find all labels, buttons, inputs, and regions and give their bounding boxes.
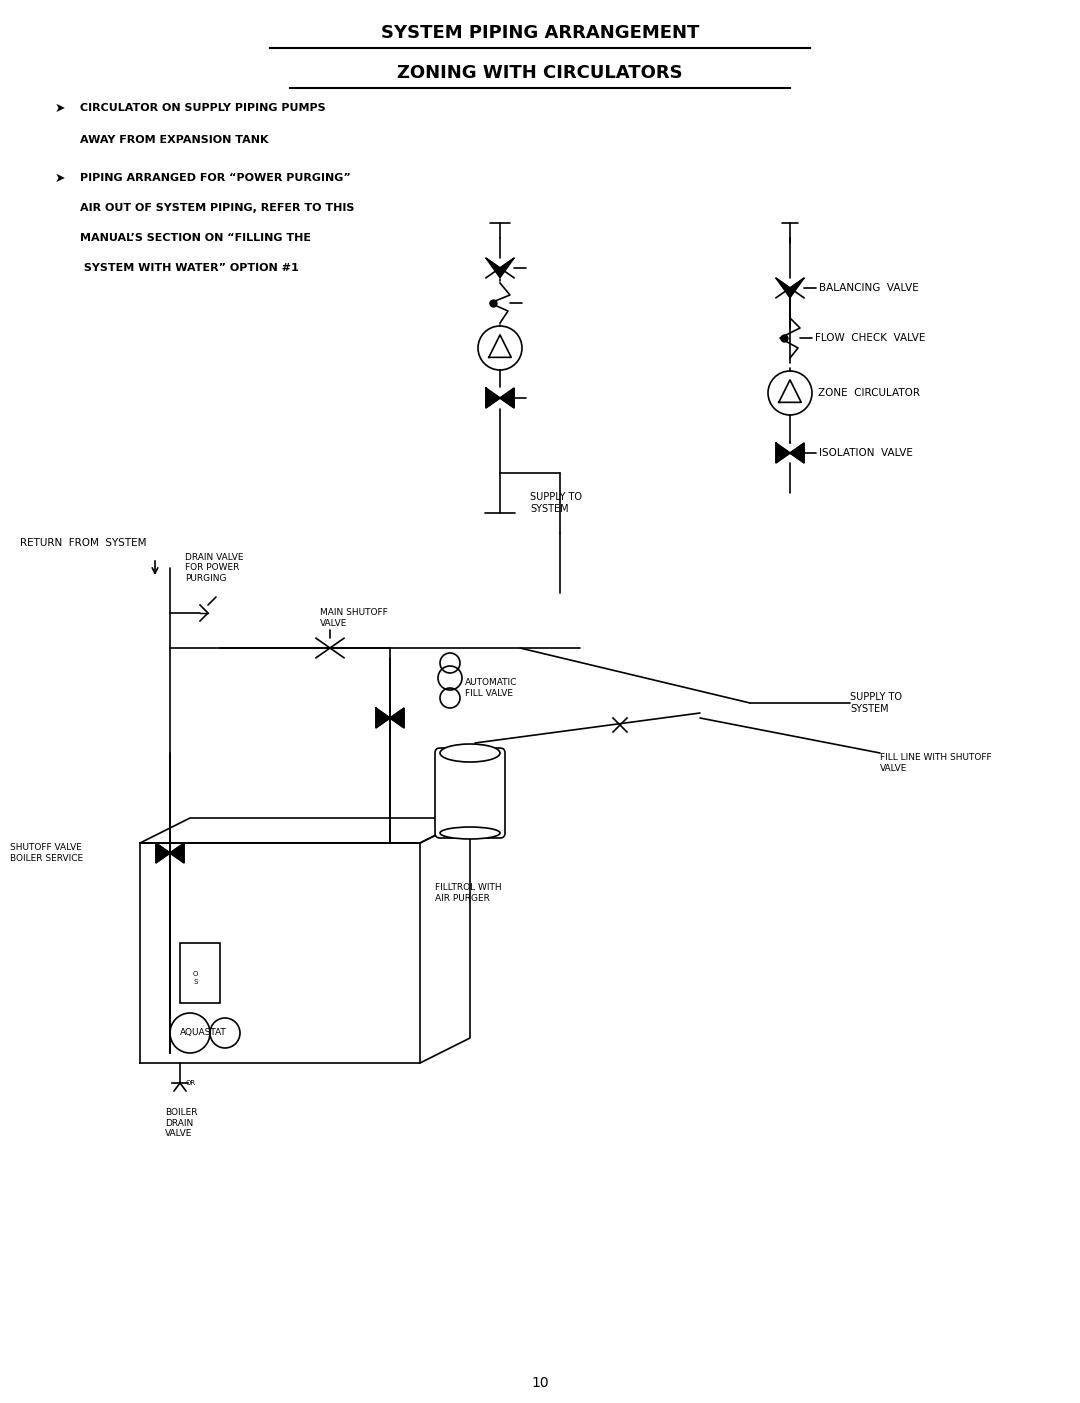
Text: BALANCING  VALVE: BALANCING VALVE [819, 283, 919, 293]
Text: AIR OUT OF SYSTEM PIPING, REFER TO THIS: AIR OUT OF SYSTEM PIPING, REFER TO THIS [80, 203, 354, 213]
Polygon shape [777, 278, 789, 297]
Text: ZONING WITH CIRCULATORS: ZONING WITH CIRCULATORS [397, 65, 683, 81]
Text: SYSTEM PIPING ARRANGEMENT: SYSTEM PIPING ARRANGEMENT [381, 24, 699, 42]
Text: 10: 10 [531, 1376, 549, 1390]
Text: ➤: ➤ [55, 171, 66, 185]
Ellipse shape [440, 826, 500, 839]
Text: MANUAL’S SECTION ON “FILLING THE: MANUAL’S SECTION ON “FILLING THE [80, 233, 311, 243]
Text: ➤: ➤ [55, 101, 66, 115]
Polygon shape [170, 843, 184, 863]
Text: AUTOMATIC
FILL VALVE: AUTOMATIC FILL VALVE [465, 678, 517, 697]
Text: AWAY FROM EXPANSION TANK: AWAY FROM EXPANSION TANK [80, 135, 269, 145]
Text: PIPING ARRANGED FOR “POWER PURGING”: PIPING ARRANGED FOR “POWER PURGING” [80, 173, 351, 182]
Polygon shape [486, 389, 500, 408]
Polygon shape [777, 443, 789, 463]
Text: FILLTROL WITH
AIR PURGER: FILLTROL WITH AIR PURGER [435, 884, 501, 902]
Text: ISOLATION  VALVE: ISOLATION VALVE [819, 448, 913, 457]
Text: SYSTEM WITH WATER” OPTION #1: SYSTEM WITH WATER” OPTION #1 [80, 262, 299, 274]
Text: SUPPLY TO
SYSTEM: SUPPLY TO SYSTEM [530, 492, 582, 513]
Text: SUPPLY TO
SYSTEM: SUPPLY TO SYSTEM [850, 692, 902, 714]
Text: CIRCULATOR ON SUPPLY PIPING PUMPS: CIRCULATOR ON SUPPLY PIPING PUMPS [80, 102, 326, 114]
Text: BOILER
DRAIN
VALVE: BOILER DRAIN VALVE [165, 1108, 198, 1138]
Polygon shape [486, 258, 500, 278]
Polygon shape [500, 389, 514, 408]
Ellipse shape [440, 744, 500, 762]
Polygon shape [789, 443, 804, 463]
FancyBboxPatch shape [180, 943, 220, 1003]
Text: SHUTOFF VALVE
BOILER SERVICE: SHUTOFF VALVE BOILER SERVICE [10, 843, 83, 863]
Text: O
S: O S [193, 971, 199, 985]
Text: OR: OR [186, 1080, 197, 1086]
Text: RETURN  FROM  SYSTEM: RETURN FROM SYSTEM [21, 537, 147, 549]
FancyBboxPatch shape [435, 748, 505, 838]
Text: FILL LINE WITH SHUTOFF
VALVE: FILL LINE WITH SHUTOFF VALVE [880, 753, 991, 773]
Polygon shape [376, 709, 390, 728]
Polygon shape [156, 843, 170, 863]
Text: FLOW  CHECK  VALVE: FLOW CHECK VALVE [815, 333, 926, 342]
Text: AQUASTAT: AQUASTAT [180, 1028, 227, 1037]
Polygon shape [390, 709, 404, 728]
Polygon shape [500, 258, 514, 278]
Text: MAIN SHUTOFF
VALVE: MAIN SHUTOFF VALVE [320, 609, 388, 627]
Text: DRAIN VALVE
FOR POWER
PURGING: DRAIN VALVE FOR POWER PURGING [185, 553, 243, 582]
Polygon shape [789, 278, 804, 297]
Text: ZONE  CIRCULATOR: ZONE CIRCULATOR [818, 389, 920, 398]
